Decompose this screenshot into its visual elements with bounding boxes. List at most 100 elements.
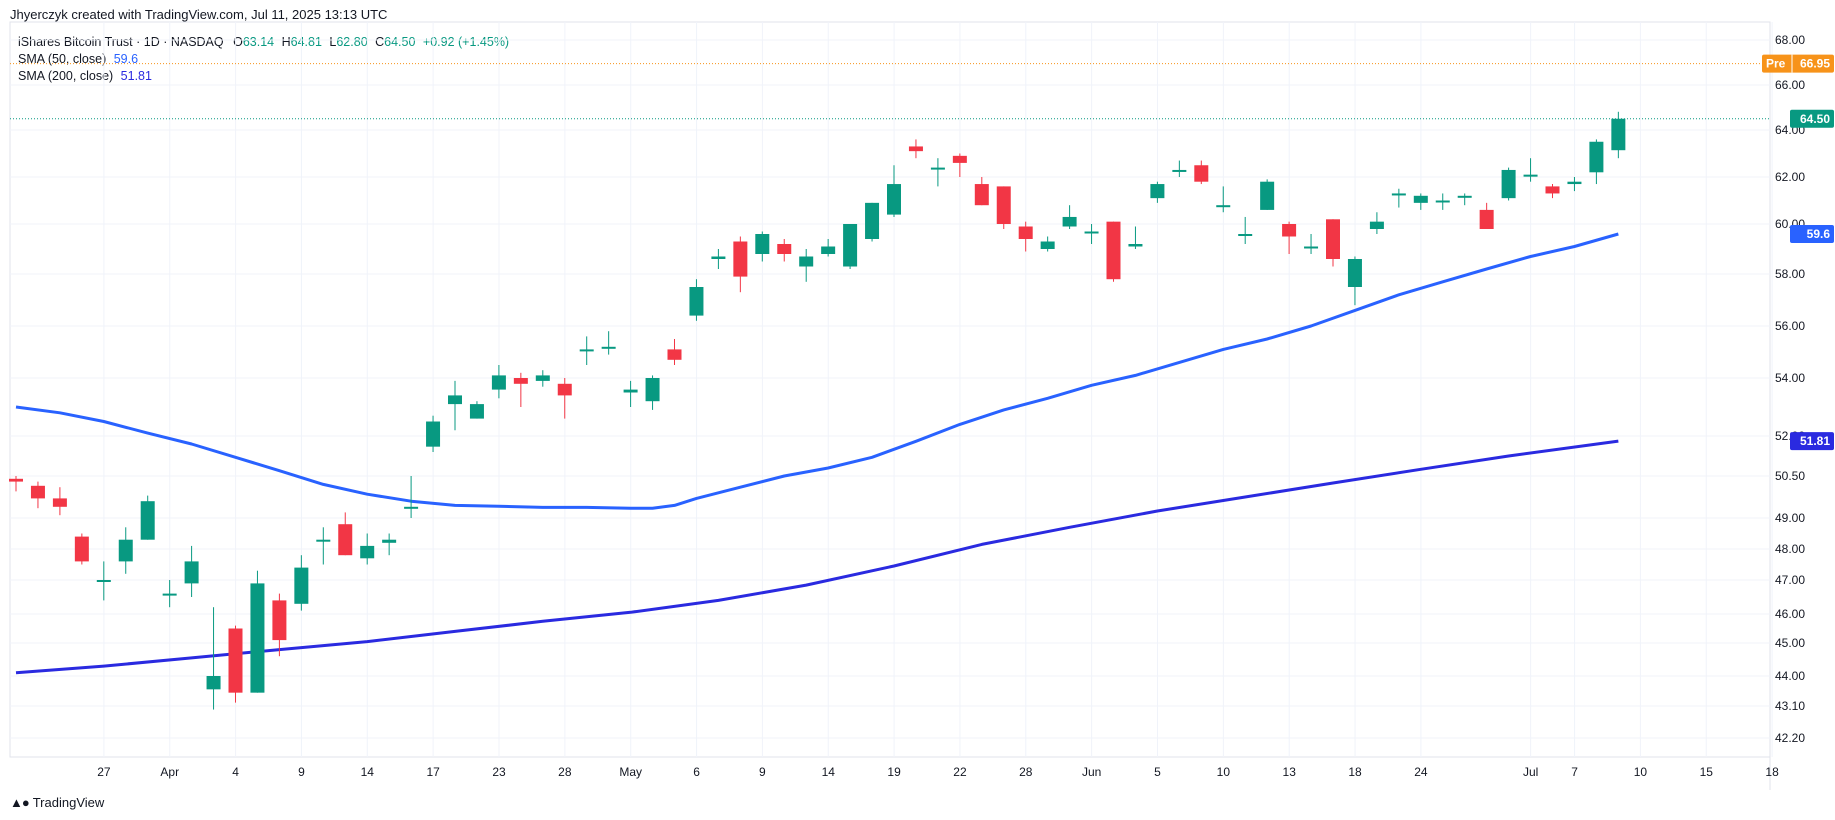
candle-body <box>952 155 967 163</box>
candle-body <box>1413 195 1428 203</box>
x-tick-label: 18 <box>1348 765 1362 779</box>
candle-body <box>52 498 67 507</box>
candle-body <box>250 583 265 693</box>
candle-body <box>1194 165 1209 182</box>
legend-symbol-row[interactable]: iShares Bitcoin Trust · 1D · NASDAQ O63.… <box>18 34 509 51</box>
candle-body <box>426 421 441 447</box>
open-label: O <box>233 35 243 49</box>
footer-brand[interactable]: ▲● TradingView <box>10 795 104 810</box>
candle-body <box>1040 241 1055 249</box>
x-tick-label: 4 <box>232 765 239 779</box>
candle-body <box>162 593 177 596</box>
y-tick-label: 42.20 <box>1775 731 1805 745</box>
candle-body <box>1369 221 1384 229</box>
candle-body <box>74 536 89 562</box>
candle-body <box>799 256 814 267</box>
candle-body <box>1106 221 1121 280</box>
sma50-line <box>15 232 1619 510</box>
candle-body <box>645 378 660 402</box>
x-tick-label: 9 <box>298 765 305 779</box>
candle-body <box>711 256 726 259</box>
change-value: +0.92 (+1.45%) <box>422 35 510 49</box>
x-tick-label: 23 <box>492 765 506 779</box>
candle-body <box>1567 181 1582 185</box>
candle-body <box>404 506 419 509</box>
y-tick-label: 45.00 <box>1775 636 1805 650</box>
candle-body <box>887 184 901 215</box>
candle-body <box>1326 219 1340 259</box>
y-tick-label: 56.00 <box>1775 319 1805 333</box>
x-tick-label: 28 <box>558 765 572 779</box>
candle-body <box>1523 174 1538 177</box>
candle-body <box>623 389 638 393</box>
candle-body <box>30 485 45 499</box>
x-tick-label: 19 <box>887 765 901 779</box>
sma200-label: SMA (200, close) <box>18 69 114 83</box>
candle-body <box>908 146 923 152</box>
price-chart[interactable]: 68.0066.0064.0062.0060.0058.0056.0054.00… <box>0 0 1835 790</box>
y-tick-label: 46.00 <box>1775 607 1805 621</box>
x-tick-label: 5 <box>1154 765 1161 779</box>
legend-sma200-row[interactable]: SMA (200, close) 51.81 <box>18 68 509 85</box>
low-value: 62.80 <box>336 35 368 49</box>
candle-body <box>777 244 792 254</box>
candle-body <box>1501 169 1516 199</box>
candle-body <box>1172 169 1187 172</box>
x-tick-label: 7 <box>1571 765 1578 779</box>
candle-body <box>272 600 287 641</box>
sma50-value: 59.6 <box>113 52 139 66</box>
sma50-last-badge <box>1790 225 1834 243</box>
y-tick-label: 68.00 <box>1775 33 1805 47</box>
sma200-value: 51.81 <box>120 69 152 83</box>
pre-market-value: 66.95 <box>1800 57 1830 71</box>
x-tick-label: 6 <box>693 765 700 779</box>
candle-body <box>513 378 528 384</box>
candle-body <box>96 580 111 582</box>
candle-body <box>865 202 880 239</box>
candle-body <box>996 186 1011 224</box>
candle-body <box>316 539 331 542</box>
candle-body <box>755 234 770 254</box>
candle-body <box>1150 184 1165 199</box>
candle-body <box>843 224 858 267</box>
x-tick-label: 10 <box>1634 765 1648 779</box>
candle-body <box>140 501 155 540</box>
candle-body <box>1304 246 1319 249</box>
candle-body <box>228 628 243 693</box>
legend-sma50-row[interactable]: SMA (50, close) 59.6 <box>18 51 509 68</box>
candle-body <box>974 184 989 206</box>
y-tick-label: 49.00 <box>1775 511 1805 525</box>
y-tick-label: 62.00 <box>1775 170 1805 184</box>
y-tick-label: 66.00 <box>1775 78 1805 92</box>
candle-body <box>1260 181 1275 210</box>
candle-body <box>118 539 133 562</box>
high-label: H <box>281 35 291 49</box>
candle-body <box>184 561 199 584</box>
x-tick-label: Jun <box>1082 765 1101 779</box>
candle-body <box>338 524 353 556</box>
x-tick-label: 14 <box>822 765 836 779</box>
close-value: 64.50 <box>384 35 416 49</box>
candle-body <box>1435 200 1450 203</box>
close-label: C <box>375 35 385 49</box>
candle-body <box>1282 224 1297 237</box>
y-tick-label: 54.00 <box>1775 371 1805 385</box>
candle-body <box>1545 186 1560 194</box>
candle-body <box>1062 216 1077 227</box>
y-tick-label: 58.00 <box>1775 267 1805 281</box>
x-tick-label: 22 <box>953 765 967 779</box>
candle-body <box>821 246 836 254</box>
candle-body <box>557 383 572 396</box>
y-tick-label: 47.00 <box>1775 573 1805 587</box>
candle-body <box>206 676 221 690</box>
y-tick-label: 50.50 <box>1775 469 1805 483</box>
candle-body <box>469 404 484 419</box>
sma200-last-badge <box>1790 432 1834 451</box>
sma50-label: SMA (50, close) <box>18 52 107 66</box>
candle-body <box>360 545 375 559</box>
sma50-last-value: 59.6 <box>1807 227 1831 241</box>
candle-body <box>448 395 462 405</box>
candle-body <box>1457 195 1472 198</box>
candle-body <box>1128 244 1143 247</box>
candle-body <box>491 375 506 390</box>
